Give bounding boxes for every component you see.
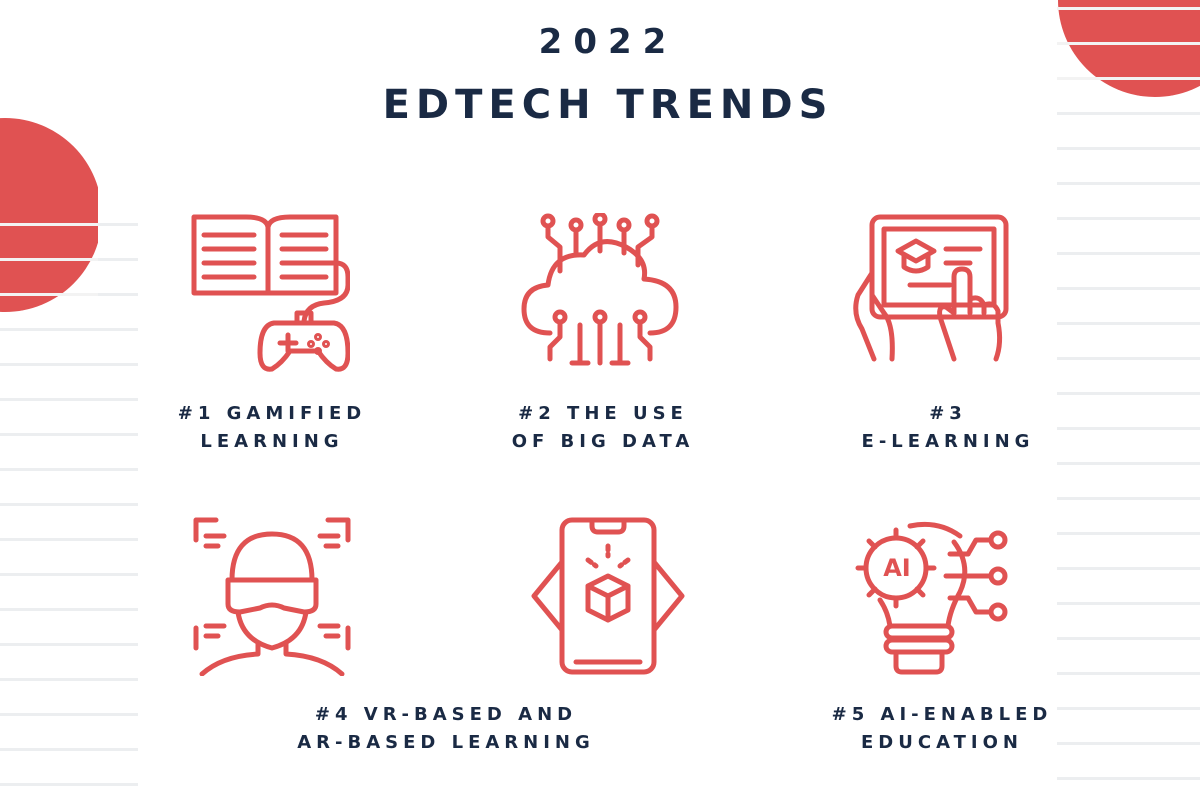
trend-label-line: LEARNING	[200, 431, 344, 452]
year-heading: 2022	[538, 22, 678, 62]
stripe-line	[1057, 322, 1200, 325]
stripe-line	[1057, 532, 1200, 535]
trend-label-line: #5 AI-ENABLED	[831, 704, 1053, 725]
stripe-line	[1057, 637, 1200, 640]
ai-icon-text: AI	[883, 554, 911, 582]
stripe-line	[1057, 707, 1200, 710]
stripe-line	[1057, 777, 1200, 780]
trend-label-4: #4 VR-BASED AND AR-BASED LEARNING	[236, 701, 656, 757]
decorative-circle-right	[1057, 0, 1200, 97]
trend-label-line: EDUCATION	[861, 732, 1023, 753]
page-title: EDTECH TRENDS	[382, 82, 834, 128]
stripe-line	[0, 783, 138, 786]
stripe-line	[1057, 147, 1200, 150]
stripe-line	[1057, 182, 1200, 185]
stripe-line	[0, 538, 138, 541]
stripe-line	[1057, 427, 1200, 430]
stripe-line	[1057, 112, 1200, 115]
stripe-line	[0, 713, 138, 716]
trend-label-line: AR-BASED LEARNING	[297, 732, 595, 753]
ai-lightbulb-icon: AI	[850, 516, 1010, 676]
tablet-elearning-icon	[850, 213, 1010, 373]
stripe-line	[1057, 602, 1200, 605]
vr-headset-icon	[192, 516, 352, 677]
trend-label-line: #1 GAMIFIED	[177, 403, 367, 424]
stripe-line	[0, 643, 138, 646]
stripe-line	[1057, 217, 1200, 220]
stripe-line	[1057, 357, 1200, 360]
decorative-circle-left	[0, 118, 98, 312]
ar-phone-icon	[528, 516, 688, 676]
trend-label-line: E-LEARNING	[861, 431, 1035, 452]
stripe-line	[1057, 462, 1200, 465]
trend-label-line: OF BIG DATA	[511, 431, 695, 452]
stripe-line	[0, 328, 138, 331]
stripe-line	[0, 678, 138, 681]
trend-label-3: #3 E-LEARNING	[738, 400, 1158, 456]
stripe-line	[1057, 252, 1200, 255]
stripe-line	[1057, 287, 1200, 290]
stripe-line	[0, 433, 138, 436]
stripe-line	[1057, 742, 1200, 745]
trend-label-line: #3	[929, 403, 967, 424]
stripe-line	[1057, 567, 1200, 570]
book-gamepad-icon	[190, 213, 351, 373]
stripe-line	[1057, 672, 1200, 675]
stripe-line	[0, 363, 138, 366]
trend-label-1: #1 GAMIFIED LEARNING	[62, 400, 482, 456]
stripe-line	[0, 573, 138, 576]
cloud-data-icon	[520, 211, 680, 373]
trend-label-5: #5 AI-ENABLED EDUCATION	[732, 701, 1152, 757]
stripe-line	[0, 503, 138, 506]
trend-label-line: #2 THE USE	[518, 403, 688, 424]
stripe-line	[0, 398, 138, 401]
stripe-line	[0, 468, 138, 471]
trend-label-line: #4 VR-BASED AND	[314, 704, 578, 725]
stripe-line	[0, 748, 138, 751]
trend-label-2: #2 THE USE OF BIG DATA	[393, 400, 813, 456]
stripe-line	[1057, 392, 1200, 395]
stripe-line	[0, 608, 138, 611]
stripe-line	[1057, 497, 1200, 500]
